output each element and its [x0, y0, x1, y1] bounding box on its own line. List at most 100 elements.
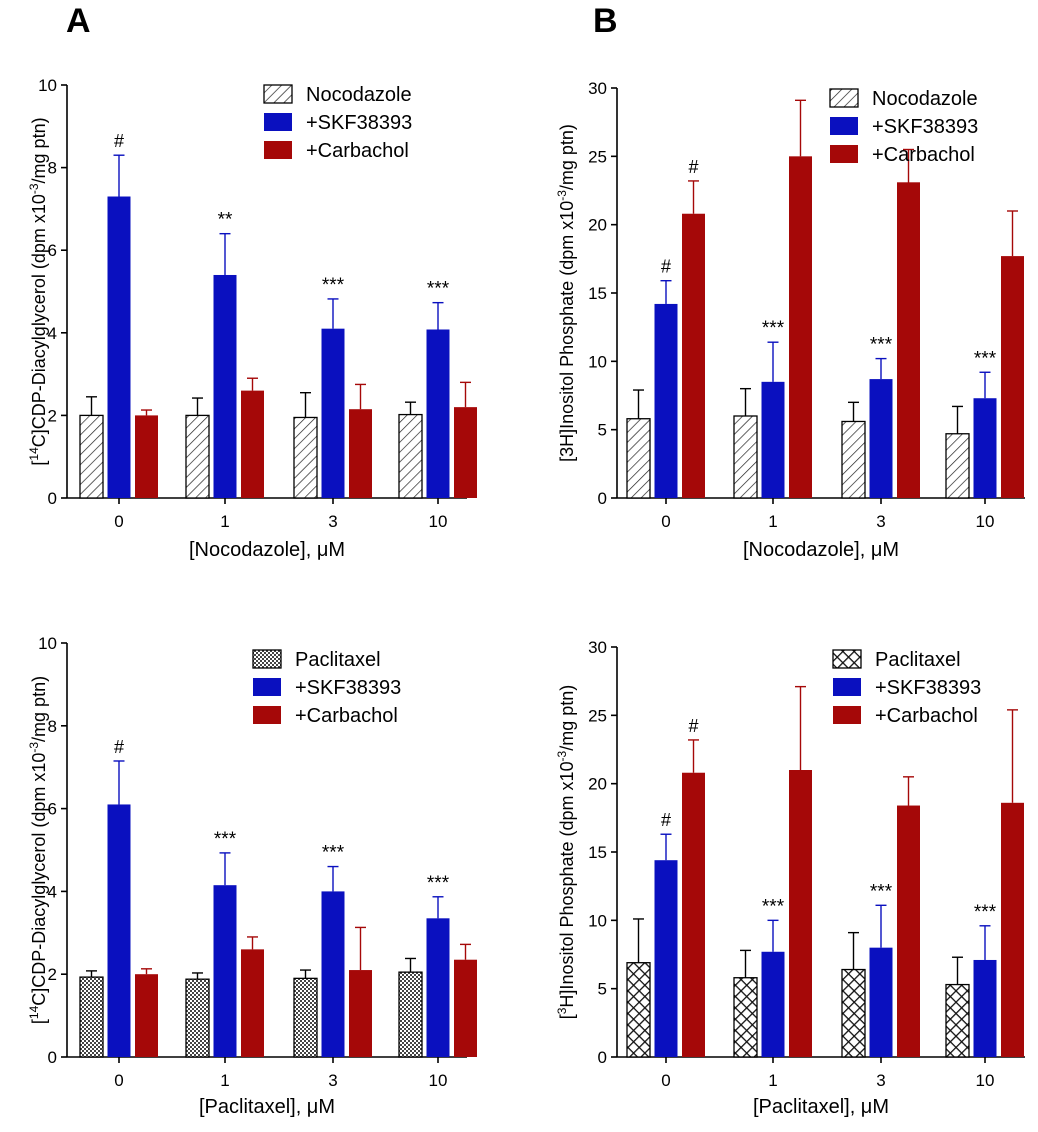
legend-label-paclitaxel: Paclitaxel — [875, 649, 961, 671]
legend-swatch-paclitaxel — [252, 649, 282, 669]
bar-paclitaxel-0 — [79, 976, 104, 1058]
legend-label-carbachol: +Carbachol — [295, 705, 398, 727]
panel-label-b: B — [593, 2, 618, 40]
bar-paclitaxel-3 — [841, 968, 866, 1058]
legend-label-carbachol: +Carbachol — [875, 705, 978, 727]
y-axis-title-superscript: 14 — [27, 447, 41, 461]
bar-paclitaxel-3 — [293, 977, 318, 1058]
bar-skf38393-1 — [761, 381, 785, 498]
y-tick-label: 30 — [588, 638, 607, 657]
legend-label-skf38393: +SKF38393 — [872, 116, 978, 138]
bar-nocodazole-0 — [626, 418, 651, 499]
legend-label-skf38393: +SKF38393 — [875, 677, 981, 699]
bar-paclitaxel-1 — [185, 978, 210, 1058]
x-axis-title: [Paclitaxel], μM — [199, 1096, 335, 1118]
x-tick-label: 10 — [976, 512, 995, 531]
x-tick-label: 1 — [768, 512, 777, 531]
bar-skf38393-0 — [654, 303, 678, 498]
y-tick-label: 20 — [588, 775, 607, 794]
y-tick-label: 4 — [48, 882, 57, 901]
bar-skf38393-10 — [426, 918, 450, 1057]
legend-swatch-nocodazole — [263, 84, 293, 104]
bar-carbachol-3 — [349, 970, 372, 1057]
bar-skf38393-10 — [426, 329, 450, 498]
x-tick-label: 10 — [429, 512, 448, 531]
bar-carbachol-1 — [241, 390, 264, 498]
bar-carbachol-3 — [349, 409, 372, 498]
y-tick-label: 0 — [48, 1048, 57, 1067]
y-axis-title: [3H]Inositol Phosphate (dpm x10-3/mg ptn… — [555, 685, 577, 1020]
x-tick-label: 10 — [429, 1071, 448, 1090]
legend-swatch-skf38393 — [833, 678, 861, 696]
y-tick-label: 15 — [588, 284, 607, 303]
bar-carbachol-0 — [135, 974, 158, 1057]
bar-skf38393-0 — [107, 196, 131, 498]
bar-skf38393-10 — [973, 398, 997, 498]
y-axis-title-part: [3H]Inositol Phosphate (dpm x10 — [557, 201, 577, 462]
bar-carbachol-10 — [454, 959, 477, 1057]
y-axis-title-superscript: -3 — [27, 742, 41, 753]
x-tick-label: 1 — [768, 1071, 777, 1090]
significance-label: # — [114, 737, 124, 757]
bar-nocodazole-0 — [79, 414, 104, 499]
y-tick-label: 10 — [588, 352, 607, 371]
significance-label: # — [688, 716, 698, 736]
y-tick-label: 4 — [48, 324, 57, 343]
bar-skf38393-3 — [869, 947, 893, 1057]
bar-skf38393-1 — [213, 274, 237, 498]
x-tick-label: 0 — [661, 1071, 670, 1090]
legend-label-skf38393: +SKF38393 — [306, 112, 412, 134]
bar-carbachol-3 — [897, 805, 920, 1057]
bar-carbachol-1 — [789, 156, 812, 499]
significance-label: ** — [218, 210, 233, 231]
bar-carbachol-10 — [1001, 256, 1024, 498]
y-tick-label: 8 — [48, 717, 57, 736]
significance-label: # — [114, 131, 124, 151]
bar-skf38393-1 — [761, 951, 785, 1057]
x-tick-label: 1 — [220, 1071, 229, 1090]
x-tick-label: 3 — [876, 1071, 885, 1090]
bar-nocodazole-3 — [293, 416, 318, 499]
significance-label: *** — [974, 348, 997, 369]
legend-label-carbachol: +Carbachol — [306, 140, 409, 162]
y-axis-title-superscript: 3 — [555, 1007, 569, 1014]
y-tick-label: 5 — [598, 980, 607, 999]
y-tick-label: 2 — [48, 965, 57, 984]
y-axis-title-superscript: -3 — [27, 183, 41, 194]
x-tick-label: 3 — [328, 1071, 337, 1090]
y-tick-label: 0 — [598, 1048, 607, 1067]
x-axis-title: [Nocodazole], μM — [189, 539, 345, 561]
y-axis-title-part: C]CDP-Diacylglycerol (dpm x10 — [29, 753, 49, 1006]
x-axis-title: [Paclitaxel], μM — [753, 1096, 889, 1118]
significance-label: # — [661, 810, 671, 830]
y-tick-label: 2 — [48, 406, 57, 425]
y-axis-title-part: C]CDP-Diacylglycerol (dpm x10 — [29, 194, 49, 447]
y-axis-title-superscript: -3 — [555, 750, 569, 761]
significance-label: *** — [427, 873, 450, 894]
significance-label: *** — [427, 279, 450, 300]
y-axis-title-part: [ — [29, 461, 49, 466]
x-tick-label: 0 — [114, 1071, 123, 1090]
legend-swatch-skf38393 — [253, 678, 281, 696]
significance-label: *** — [762, 896, 785, 917]
y-axis-title-superscript: 14 — [27, 1005, 41, 1019]
y-axis-title-part: /mg ptn) — [557, 124, 577, 190]
significance-label: *** — [870, 335, 893, 356]
x-tick-label: 1 — [220, 512, 229, 531]
bar-paclitaxel-1 — [733, 977, 758, 1058]
bar-nocodazole-10 — [945, 433, 970, 499]
y-tick-label: 10 — [588, 911, 607, 930]
bar-skf38393-0 — [107, 804, 131, 1057]
significance-label: *** — [214, 829, 237, 850]
legend-swatch-carbachol — [253, 706, 281, 724]
significance-label: # — [661, 257, 671, 277]
chart-b-paclitaxel-inositol-phosphate: 0 5 10 15 20 25 30 0 1 3 10 # # *** *** *** Paclitaxel +S… — [555, 638, 1025, 1118]
bar-skf38393-3 — [869, 379, 893, 498]
y-tick-label: 6 — [48, 241, 57, 260]
bar-carbachol-10 — [1001, 802, 1024, 1057]
bar-carbachol-3 — [897, 182, 920, 499]
x-axis-title: [Nocodazole], μM — [743, 539, 899, 561]
bar-nocodazole-1 — [733, 415, 758, 499]
x-tick-label: 0 — [661, 512, 670, 531]
